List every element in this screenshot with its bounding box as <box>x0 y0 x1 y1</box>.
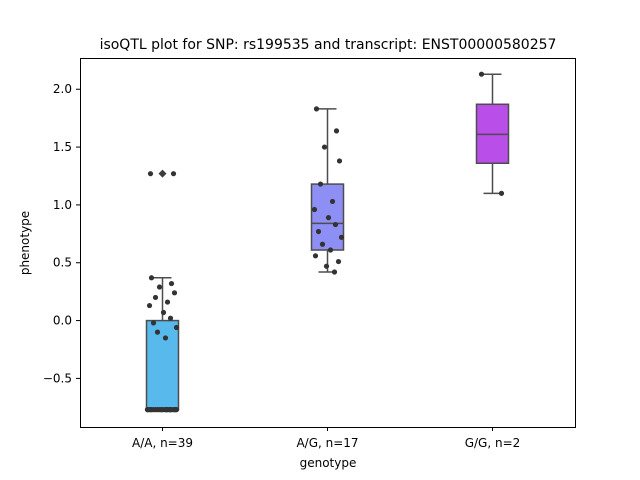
x-tick-label: G/G, n=2 <box>465 436 521 450</box>
y-axis-label: phenotype <box>18 211 32 275</box>
data-point <box>327 247 334 253</box>
data-point <box>317 181 324 187</box>
data-point <box>321 144 328 150</box>
data-point <box>168 280 175 287</box>
data-point <box>152 294 159 301</box>
x-tick-label: A/G, n=17 <box>296 436 358 450</box>
data-point <box>144 407 151 413</box>
data-point <box>319 241 326 247</box>
x-axis-label: genotype <box>300 456 357 470</box>
box <box>145 319 180 411</box>
data-point <box>167 315 174 321</box>
data-point <box>478 71 485 77</box>
y-axis: −0.5 0.0 0.5 1.0 1.5 2.0 <box>43 82 80 385</box>
data-point <box>312 253 319 259</box>
outlier-marker <box>158 169 167 178</box>
y-tick-label: 0.5 <box>53 256 72 270</box>
data-point <box>171 290 178 296</box>
boxes-layer <box>145 73 510 411</box>
data-point <box>170 171 177 177</box>
data-point <box>313 106 320 112</box>
chart-title: isoQTL plot for SNP: rs199535 and transc… <box>100 37 557 53</box>
data-point <box>162 335 169 341</box>
data-point <box>150 320 157 326</box>
data-point <box>154 407 161 413</box>
data-point <box>333 128 340 134</box>
box-group <box>145 169 180 411</box>
data-point <box>173 324 180 331</box>
data-point <box>325 215 332 221</box>
data-point <box>315 228 322 235</box>
data-point <box>336 158 343 164</box>
data-point <box>498 190 505 196</box>
y-tick-label: 1.0 <box>53 198 72 212</box>
data-point <box>164 299 171 305</box>
data-point <box>146 302 153 309</box>
data-point <box>338 234 345 240</box>
y-tick-label: −0.5 <box>43 371 72 385</box>
data-point <box>147 171 154 177</box>
data-point <box>329 198 336 205</box>
data-point <box>160 309 167 316</box>
data-point <box>156 284 163 290</box>
data-point <box>323 263 330 269</box>
y-tick-label: 0.0 <box>53 314 72 328</box>
data-point <box>331 269 338 275</box>
data-point <box>154 329 161 335</box>
y-tick-label: 1.5 <box>53 140 72 154</box>
data-point <box>335 258 342 265</box>
y-tick-label: 2.0 <box>53 82 72 96</box>
data-point <box>148 275 155 281</box>
x-axis: A/A, n=39 A/G, n=17 G/G, n=2 <box>132 427 520 450</box>
plot-area <box>80 58 576 428</box>
data-point <box>332 221 339 228</box>
box-group <box>475 73 510 195</box>
x-tick-label: A/A, n=39 <box>132 436 193 450</box>
data-point <box>158 407 165 413</box>
box-group <box>310 108 345 273</box>
data-point <box>311 206 318 213</box>
points-layer <box>144 71 505 413</box>
data-point <box>170 407 177 413</box>
data-point <box>163 407 170 413</box>
